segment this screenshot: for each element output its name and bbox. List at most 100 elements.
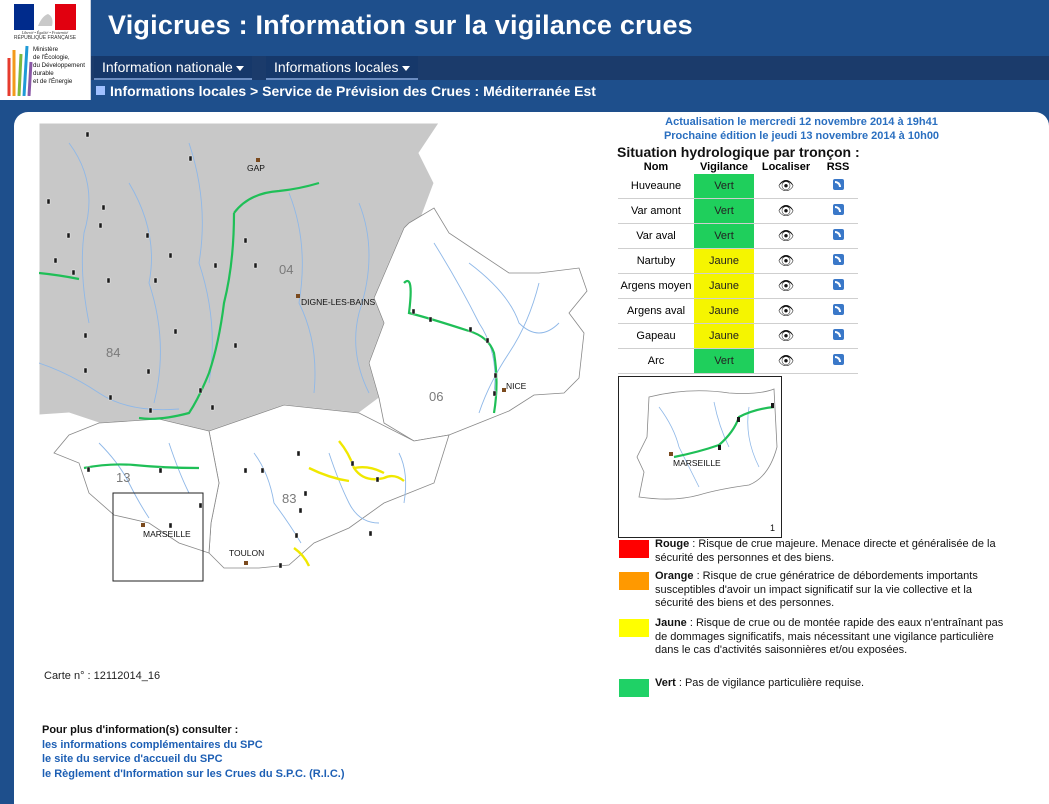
vigilance-level: Vert — [694, 223, 754, 249]
rss-icon — [832, 204, 844, 215]
troncon-name: Huveaune — [618, 174, 694, 199]
legend-rouge: Rouge : Risque de crue majeure. Menace d… — [619, 538, 1014, 568]
eye-icon: 👁 — [777, 328, 795, 343]
eye-icon: 👁 — [777, 253, 795, 268]
link-ric-regulation[interactable]: le Règlement d'Information sur les Crues… — [42, 767, 345, 780]
localiser-button[interactable]: 👁 — [754, 223, 818, 249]
situation-title: Situation hydrologique par tronçon : — [617, 144, 860, 160]
dept-04-label: 04 — [279, 262, 293, 277]
french-flag-icon — [14, 4, 76, 30]
legend-vert-label: Vert — [655, 677, 676, 689]
col-localiser: Localiser — [761, 161, 811, 173]
legend-rouge-swatch — [619, 540, 649, 558]
rss-link[interactable] — [818, 298, 858, 324]
rss-link[interactable] — [818, 198, 858, 224]
city-gap-label: GAP — [247, 163, 265, 173]
more-info-heading: Pour plus d'information(s) consulter : — [42, 724, 239, 736]
localiser-button[interactable]: 👁 — [754, 174, 818, 199]
troncon-name: Var aval — [618, 223, 694, 249]
rss-link[interactable] — [818, 174, 858, 199]
localiser-button[interactable]: 👁 — [754, 323, 818, 349]
rss-icon — [832, 279, 844, 290]
localiser-button[interactable]: 👁 — [754, 198, 818, 224]
inset-city-label: MARSEILLE — [673, 458, 721, 468]
rss-link[interactable] — [818, 223, 858, 249]
dept-84-label: 84 — [106, 345, 120, 360]
main-panel: 04 84 06 13 83 GAP DIGNE-LES-BAINS NICE … — [14, 112, 1049, 804]
marseille-inset-map[interactable]: MARSEILLE 1 — [618, 376, 782, 538]
rss-link[interactable] — [818, 248, 858, 274]
legend-rouge-text: : Risque de crue majeure. Menace directe… — [655, 538, 996, 564]
eye-icon: 👁 — [777, 303, 795, 318]
ministry-stripes-icon — [7, 45, 33, 96]
header: Liberté • Égalité • Fraternité RÉPUBLIQU… — [0, 0, 1049, 100]
inset-map-graphic: MARSEILLE 1 — [636, 388, 778, 533]
republique-francaise-logo[interactable]: Liberté • Égalité • Fraternité RÉPUBLIQU… — [0, 0, 91, 100]
city-marseille-label: MARSEILLE — [143, 529, 191, 539]
rss-icon — [832, 304, 844, 315]
update-time: Actualisation le mercredi 12 novembre 20… — [665, 116, 938, 128]
legend-rouge-label: Rouge — [655, 538, 690, 550]
table-row: Gapeau Jaune 👁 — [618, 323, 858, 349]
col-nom: Nom — [643, 161, 669, 173]
dept-13-label: 13 — [116, 470, 130, 485]
city-toulon-label: TOULON — [229, 548, 264, 558]
eye-icon: 👁 — [777, 278, 795, 293]
update-info: Actualisation le mercredi 12 novembre 20… — [614, 116, 989, 143]
rss-icon — [832, 354, 844, 365]
vigilance-level: Jaune — [694, 273, 754, 299]
col-vigilance: Vigilance — [699, 161, 749, 173]
rss-link[interactable] — [818, 348, 858, 374]
rss-icon — [832, 329, 844, 340]
troncon-name: Arc — [618, 348, 694, 374]
city-digne-label: DIGNE-LES-BAINS — [301, 297, 375, 307]
vigilance-level: Vert — [694, 174, 754, 199]
legend-vert-swatch — [619, 679, 649, 697]
nav-informations-locales-label: Informations locales — [274, 59, 399, 75]
ministry-name: Ministère de l'Écologie, du Développemen… — [33, 46, 85, 85]
eye-icon: 👁 — [777, 228, 795, 243]
rss-icon — [832, 229, 844, 240]
legend-jaune-text: : Risque de crue ou de montée rapide des… — [655, 617, 1004, 656]
eye-icon: 👁 — [777, 353, 795, 368]
vigilance-level: Vert — [694, 348, 754, 374]
legend-jaune-label: Jaune — [655, 617, 687, 629]
troncon-name: Argens moyen — [618, 273, 694, 299]
nav-informations-locales[interactable]: Informations locales — [266, 56, 418, 80]
dept-06-label: 06 — [429, 389, 443, 404]
col-rss: RSS — [826, 161, 850, 173]
legend-jaune-swatch — [619, 619, 649, 637]
table-row: Argens moyen Jaune 👁 — [618, 273, 858, 299]
vigilance-level: Jaune — [694, 298, 754, 324]
table-row: Arc Vert 👁 — [618, 348, 858, 374]
inset-number: 1 — [770, 523, 775, 533]
eye-icon: 👁 — [777, 178, 795, 193]
rss-link[interactable] — [818, 273, 858, 299]
legend-orange-swatch — [619, 572, 649, 590]
legend-jaune: Jaune : Risque de crue ou de montée rapi… — [619, 617, 1014, 675]
legend-vert: Vert : Pas de vigilance particulière req… — [619, 677, 1014, 701]
nav-information-nationale[interactable]: Information nationale — [94, 56, 252, 80]
page-title: Vigicrues : Information sur la vigilance… — [108, 10, 693, 40]
localiser-button[interactable]: 👁 — [754, 348, 818, 374]
localiser-button[interactable]: 👁 — [754, 298, 818, 324]
main-navigation: Information nationale Informations local… — [91, 56, 1049, 80]
rss-link[interactable] — [818, 323, 858, 349]
legend-orange-text: : Risque de crue génératrice de débordem… — [655, 570, 978, 609]
table-row: Var aval Vert 👁 — [618, 223, 858, 249]
link-complementary-info[interactable]: les informations complémentaires du SPC — [42, 738, 263, 751]
legend-orange: Orange : Risque de crue génératrice de d… — [619, 570, 1014, 614]
vigilance-map[interactable]: 04 84 06 13 83 GAP DIGNE-LES-BAINS NICE … — [39, 123, 599, 583]
more-info: Pour plus d'information(s) consulter : l… — [42, 723, 345, 781]
troncon-name: Gapeau — [618, 323, 694, 349]
localiser-button[interactable]: 👁 — [754, 273, 818, 299]
square-bullet-icon — [96, 86, 105, 95]
city-nice-label: NICE — [506, 381, 527, 391]
breadcrumb-text: Informations locales > Service de Prévis… — [110, 83, 596, 99]
logo-motto: Liberté • Égalité • Fraternité — [21, 30, 69, 35]
vigilance-table: Nom Vigilance Localiser RSS Huveaune Vert… — [618, 160, 858, 374]
link-spc-site[interactable]: le site du service d'accueil du SPC — [42, 753, 223, 765]
troncon-name: Var amont — [618, 198, 694, 224]
localiser-button[interactable]: 👁 — [754, 248, 818, 274]
logo-republic: RÉPUBLIQUE FRANÇAISE — [13, 35, 77, 41]
